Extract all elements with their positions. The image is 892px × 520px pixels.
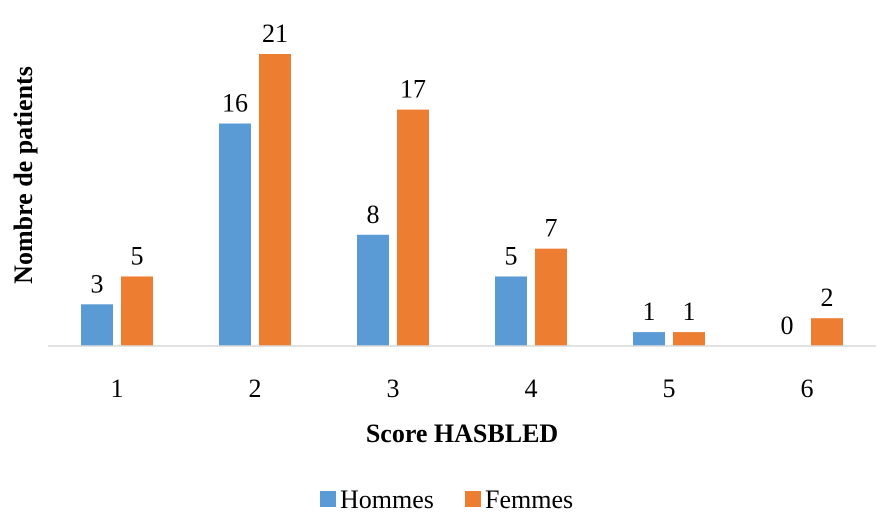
legend-swatch-femmes [465,491,481,507]
bar-hommes-2 [219,123,251,347]
bar-femmes-2 [259,54,291,346]
data-label-femmes-6: 2 [821,283,834,312]
x-tick-label-3: 3 [387,374,400,403]
bar-femmes-3 [397,109,429,346]
bar-femmes-4 [535,248,567,346]
data-label-femmes-3: 17 [400,75,426,104]
data-label-hommes-3: 8 [367,200,380,229]
bar-hommes-1 [81,304,113,346]
x-tick-labels: 1 2 3 4 5 6 [111,374,814,403]
bar-femmes-1 [121,276,153,346]
x-tick-label-1: 1 [111,374,124,403]
bar-hommes-3 [357,234,389,346]
bars-layer [81,54,843,347]
y-axis-title: Nombre de patients [9,66,38,284]
data-label-hommes-5: 1 [643,297,656,326]
data-label-femmes-1: 5 [131,241,144,270]
data-label-hommes-1: 3 [91,269,104,298]
x-axis-title: Score HASBLED [366,419,558,448]
legend-label-femmes: Femmes [485,485,573,514]
bar-femmes-6 [811,318,843,346]
x-tick-label-2: 2 [249,374,262,403]
data-label-femmes-5: 1 [683,297,696,326]
x-tick-label-4: 4 [525,374,538,403]
data-label-hommes-4: 5 [505,241,518,270]
legend-swatch-hommes [320,491,336,507]
x-tick-label-5: 5 [663,374,676,403]
x-tick-label-6: 6 [801,374,814,403]
data-label-hommes-2: 16 [222,89,248,118]
bar-hommes-5 [633,332,665,346]
legend-label-hommes: Hommes [340,485,434,514]
bar-femmes-5 [673,332,705,346]
bar-hommes-4 [495,276,527,346]
data-label-femmes-2: 21 [262,19,288,48]
data-label-femmes-4: 7 [545,214,558,243]
data-label-hommes-6: 0 [781,311,794,340]
legend: Hommes Femmes [320,485,573,514]
